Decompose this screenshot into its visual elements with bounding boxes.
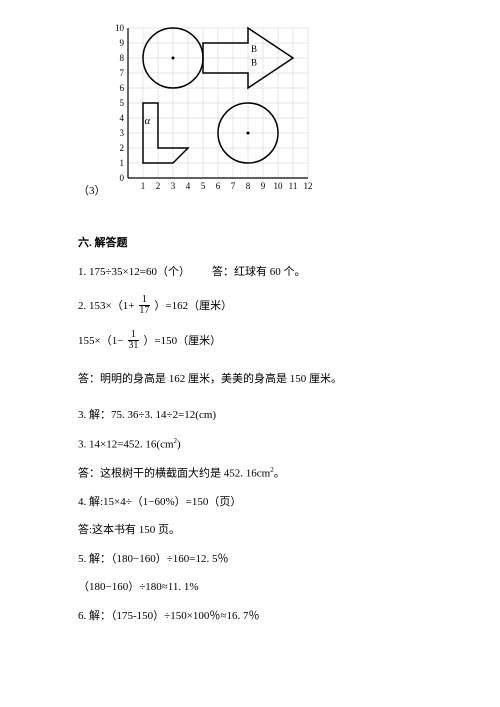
svg-text:α: α (144, 115, 150, 127)
answer-3-line2: 3. 14×12=452. 16(cm2) (78, 436, 438, 453)
item-label-3: （3） (78, 182, 106, 198)
svg-text:2: 2 (155, 181, 160, 191)
svg-text:6: 6 (215, 181, 220, 191)
answer-1: 1. 175÷35×12=60（个） 答：红球有 60 个。 (78, 264, 438, 281)
svg-text:4: 4 (119, 113, 124, 123)
answer-4-line1: 4. 解:15×4÷（1−60%）=150（页） (78, 494, 438, 511)
svg-text:B: B (251, 58, 257, 68)
svg-text:2: 2 (119, 143, 124, 153)
answer-5-line2: （180−160）÷180≈11. 1% (78, 579, 438, 596)
answer-3-summary: 答：这根树干的横截面大约是 452. 16cm2。 (78, 465, 438, 482)
answer-2-line2: 155×（1− 1 31 ）=150（厘米） (78, 330, 438, 351)
svg-text:6: 6 (119, 83, 124, 93)
answer-5-line1: 5. 解：（180−160）÷160=12. 5％ (78, 551, 438, 568)
svg-text:12: 12 (303, 181, 312, 191)
svg-text:9: 9 (260, 181, 265, 191)
svg-text:7: 7 (119, 68, 124, 78)
svg-text:10: 10 (273, 181, 283, 191)
svg-text:11: 11 (288, 181, 297, 191)
svg-text:10: 10 (115, 23, 125, 33)
section-title: 六. 解答题 (78, 234, 438, 250)
svg-text:4: 4 (185, 181, 190, 191)
answer-2-summary: 答：明明的身高是 162 厘米，美美的身高是 150 厘米。 (78, 371, 438, 388)
answer-2-line1: 2. 153×（1+ 1 17 ）=162（厘米） (78, 295, 438, 316)
answer-3-line1: 3. 解：75. 36÷3. 14÷2=12(cm) (78, 407, 438, 424)
svg-text:0: 0 (119, 173, 124, 183)
grid-diagram: 012345678910123456789101112αBB (110, 20, 320, 210)
svg-text:5: 5 (119, 98, 124, 108)
svg-text:8: 8 (119, 53, 124, 63)
svg-text:3: 3 (170, 181, 175, 191)
svg-text:1: 1 (119, 158, 124, 168)
svg-text:5: 5 (200, 181, 205, 191)
svg-text:3: 3 (119, 128, 124, 138)
svg-text:8: 8 (245, 181, 250, 191)
svg-text:9: 9 (119, 38, 124, 48)
svg-text:B: B (251, 44, 257, 54)
svg-text:7: 7 (230, 181, 235, 191)
answer-4-summary: 答:这本书有 150 页。 (78, 522, 438, 539)
svg-text:1: 1 (140, 181, 145, 191)
answer-6-line1: 6. 解：（175-150）÷150×100％≈16. 7％ (78, 608, 438, 625)
